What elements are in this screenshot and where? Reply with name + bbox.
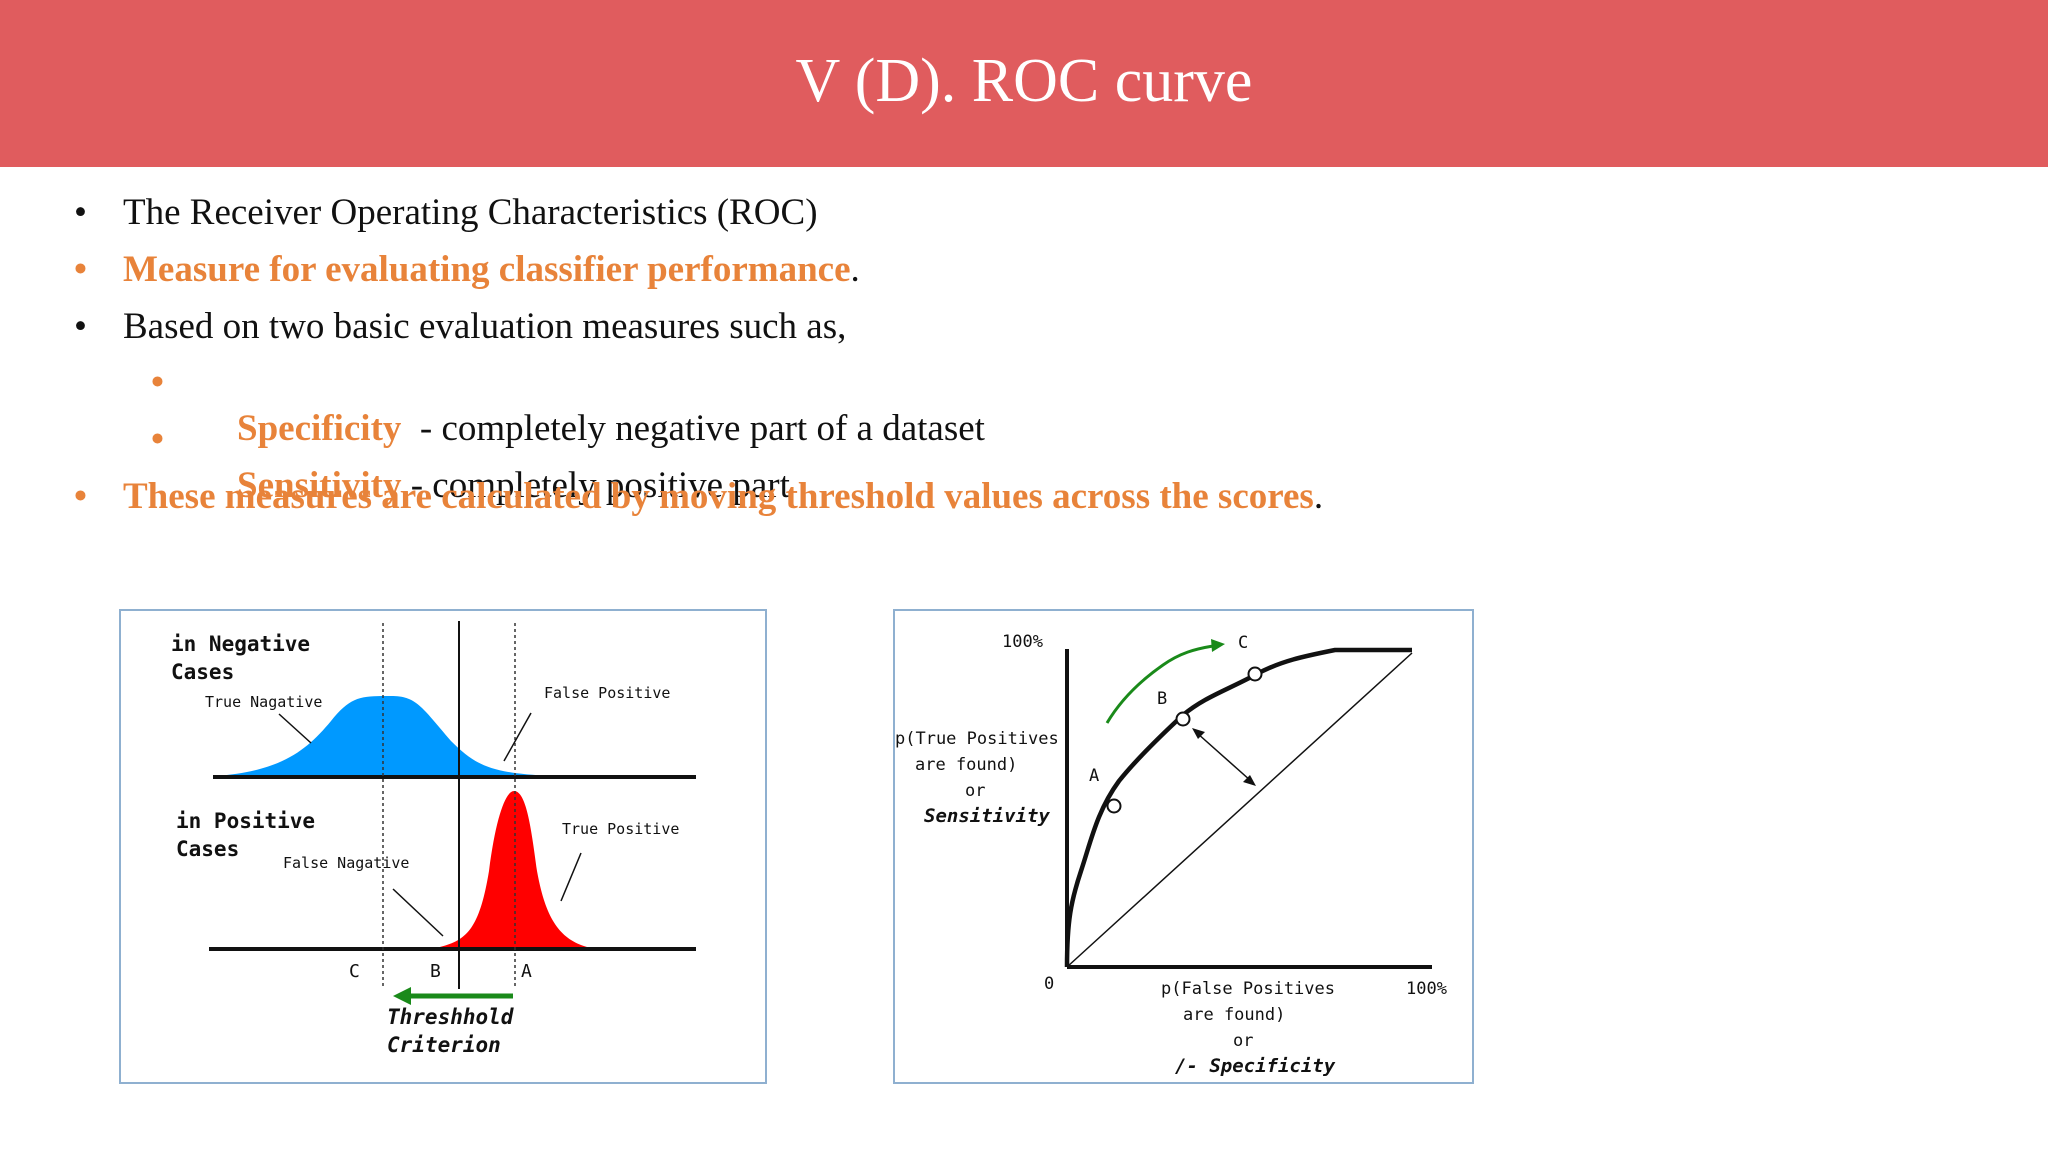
roc-point-c — [1247, 666, 1263, 682]
roc-diagram: 100% 0 100% p(True Positives are found) … — [895, 632, 1447, 1077]
false-positive-label: False Positive — [544, 684, 670, 702]
true-positive-pointer — [560, 852, 582, 902]
x-max-label: 100% — [1406, 979, 1447, 999]
negative-cases-label-2: Cases — [171, 660, 234, 684]
slide-title: V (D). ROC curve — [795, 47, 1253, 115]
distance-arrow-head-top — [1192, 728, 1205, 739]
bullet-marker: • — [74, 192, 87, 233]
bullet-marker: • — [74, 476, 87, 517]
false-negative-label: False Nagative — [283, 854, 409, 872]
roc-figure: 100% 0 100% p(True Positives are found) … — [893, 609, 1474, 1084]
point-b-label: B — [1157, 689, 1167, 709]
threshold-a-label: A — [521, 961, 532, 982]
y-axis-label-4: Sensitivity — [924, 805, 1050, 827]
title-bar: V (D). ROC curve — [0, 0, 2048, 167]
bullet-text: - completely negative part of a dataset — [401, 408, 985, 449]
negative-cases-label-1: in Negative — [171, 632, 310, 656]
sub-bullet-item: Specificity - completely negative part o… — [200, 360, 985, 498]
roc-point-a — [1106, 798, 1122, 814]
positive-cases-label-2: Cases — [176, 837, 239, 861]
x-axis-label-3: or — [1233, 1031, 1253, 1051]
positive-distribution — [436, 791, 591, 948]
bullet-highlight: These measures are calculated by moving … — [123, 476, 1314, 517]
x-axis-label-1: p(False Positives — [1161, 979, 1335, 999]
distribution-diagram: in Negative Cases True Nagative False Po… — [171, 621, 696, 1057]
threshold-b-label: B — [430, 961, 441, 982]
threshold-arrow-head — [393, 987, 411, 1005]
bullet-highlight: Measure for evaluating classifier perfor… — [123, 249, 851, 290]
point-a-label: A — [1089, 766, 1099, 786]
false-negative-pointer — [392, 888, 444, 937]
distribution-figure: in Negative Cases True Nagative False Po… — [119, 609, 767, 1084]
distance-arrow-head-bottom — [1243, 775, 1256, 786]
true-positive-label: True Positive — [562, 820, 679, 838]
bullet-item: These measures are calculated by moving … — [123, 474, 1323, 520]
bullet-text: - completely positive part — [401, 465, 790, 506]
bullet-highlight: Sensitivity — [237, 465, 402, 506]
x-axis-label-4: /- Specificity — [1175, 1055, 1336, 1077]
sub-bullet-item: Sensitivity - completely positive part — [200, 417, 790, 555]
y-axis-label-1: p(True Positives — [895, 729, 1059, 749]
bullet-text: The Receiver Operating Characteristics (… — [123, 192, 818, 233]
bullet-highlight: Specificity — [237, 408, 402, 449]
true-negative-label: True Nagative — [205, 693, 322, 711]
bullet-item: Measure for evaluating classifier perfor… — [123, 247, 860, 293]
false-positive-pointer — [503, 712, 532, 762]
sub-bullet-marker: • — [151, 362, 164, 403]
negative-distribution — [216, 696, 551, 776]
roc-point-b — [1175, 711, 1191, 727]
bullet-text: Based on two basic evaluation measures s… — [123, 306, 847, 347]
bullet-tail: . — [1313, 476, 1324, 517]
chance-diagonal — [1066, 652, 1413, 968]
x-axis-label-2: are found) — [1183, 1005, 1285, 1025]
true-negative-pointer — [278, 713, 312, 744]
movement-arrow-head — [1211, 639, 1225, 652]
threshold-c-label: C — [349, 961, 360, 982]
criterion-label-1: Threshhold — [387, 1005, 515, 1029]
movement-arrow — [1105, 644, 1214, 724]
origin-label: 0 — [1044, 974, 1054, 994]
roc-curve — [1064, 647, 1412, 968]
y-axis-label-2: are found) — [915, 755, 1017, 775]
y-max-label: 100% — [1002, 632, 1043, 652]
bullet-marker: • — [74, 249, 87, 290]
bullet-item: Based on two basic evaluation measures s… — [123, 304, 846, 350]
point-c-label: C — [1238, 633, 1248, 653]
criterion-label-2: Criterion — [387, 1033, 501, 1057]
bullet-marker: • — [74, 306, 87, 347]
bullet-item: The Receiver Operating Characteristics (… — [123, 190, 818, 236]
bullet-tail: . — [850, 249, 860, 290]
y-axis-label-3: or — [965, 781, 985, 801]
positive-cases-label-1: in Positive — [176, 809, 315, 833]
distance-arrow — [1196, 732, 1252, 782]
sub-bullet-marker: • — [151, 419, 164, 460]
